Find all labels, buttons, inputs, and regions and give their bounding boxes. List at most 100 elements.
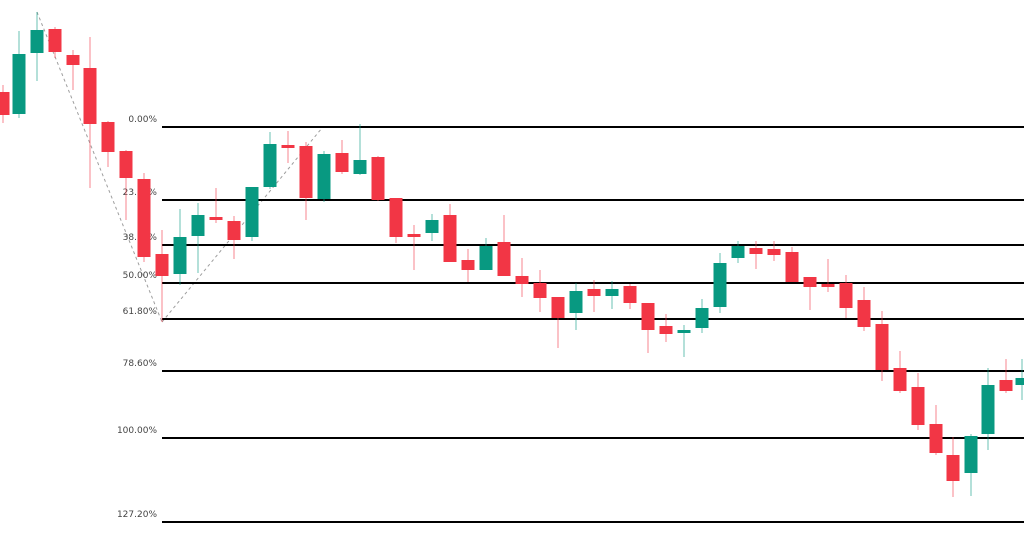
candle-body xyxy=(999,380,1013,391)
candle-body xyxy=(946,455,960,481)
candle-up xyxy=(191,203,205,273)
candle-body xyxy=(839,283,853,308)
candle-body xyxy=(335,153,349,172)
fib-level-label: 0.00% xyxy=(128,115,157,125)
candle-down xyxy=(119,150,133,220)
candle-up xyxy=(695,299,709,333)
candle-up xyxy=(12,31,26,118)
candles xyxy=(0,12,1024,497)
candle-up xyxy=(569,283,583,330)
candle-body xyxy=(0,92,10,115)
candle-down xyxy=(929,405,943,455)
candle-body xyxy=(299,146,313,198)
candle-down xyxy=(389,198,403,243)
candle-down xyxy=(999,359,1013,393)
fib-level-label: 78.60% xyxy=(123,359,158,369)
candle-up xyxy=(263,132,277,189)
fib-level-label: 50.00% xyxy=(123,271,158,281)
candle-up xyxy=(1015,359,1024,400)
candle-body xyxy=(173,237,187,274)
candle-body xyxy=(893,368,907,391)
candle-down xyxy=(48,27,62,58)
candle-body xyxy=(587,289,601,296)
candle-down xyxy=(857,287,871,331)
candle-down xyxy=(641,303,655,353)
trend-line[interactable] xyxy=(36,11,163,323)
candle-up xyxy=(317,151,331,202)
candle-body xyxy=(83,68,97,124)
candle-body xyxy=(119,151,133,178)
candle-down xyxy=(767,241,781,261)
trend-lines xyxy=(36,11,323,323)
candle-body xyxy=(137,179,151,257)
candle-body xyxy=(66,55,80,65)
candle-body xyxy=(929,424,943,453)
candle-body xyxy=(353,160,367,174)
candle-body xyxy=(1015,378,1024,385)
candle-body xyxy=(30,30,44,53)
candle-up xyxy=(677,325,691,357)
candle-body xyxy=(461,260,475,270)
candle-body xyxy=(981,385,995,434)
candle-body xyxy=(749,248,763,254)
candle-up xyxy=(479,238,493,270)
candle-body xyxy=(407,234,421,237)
candle-body xyxy=(911,387,925,425)
candle-down xyxy=(749,241,763,269)
candle-up xyxy=(353,124,367,175)
candle-body xyxy=(695,308,709,328)
candle-body xyxy=(767,249,781,255)
trend-line[interactable] xyxy=(161,127,323,323)
candle-body xyxy=(12,54,26,114)
candle-body xyxy=(533,283,547,298)
candle-body xyxy=(659,326,673,334)
candle-down xyxy=(209,188,223,223)
candle-body xyxy=(497,242,511,276)
candle-down xyxy=(839,275,853,318)
candle-up xyxy=(731,241,745,263)
candle-body xyxy=(317,154,331,199)
candle-body xyxy=(857,300,871,327)
fib-level-label: 100.00% xyxy=(117,426,157,436)
candle-body xyxy=(48,29,62,52)
candle-down xyxy=(83,37,97,188)
candle-body xyxy=(209,217,223,220)
candle-down xyxy=(0,85,10,123)
candle-down xyxy=(946,437,960,497)
candle-up xyxy=(173,209,187,285)
fibonacci-retracement[interactable]: 0.00%23.60%38.20%50.00%61.80%78.60%100.0… xyxy=(117,115,1024,523)
candle-up xyxy=(245,187,259,241)
candle-body xyxy=(155,254,169,276)
candle-down xyxy=(587,280,601,312)
candle-up xyxy=(964,434,978,496)
candle-body xyxy=(605,289,619,296)
candle-down xyxy=(785,247,799,282)
candle-body xyxy=(245,187,259,237)
candle-down xyxy=(551,297,565,348)
candle-down xyxy=(101,121,115,167)
candle-down xyxy=(875,311,889,381)
candle-down xyxy=(407,225,421,270)
candle-up xyxy=(605,281,619,309)
candle-body xyxy=(964,436,978,473)
candle-down xyxy=(66,50,80,90)
candle-down xyxy=(533,270,547,312)
candle-down xyxy=(137,173,151,262)
fib-level-label: 61.80% xyxy=(123,307,158,317)
candle-body xyxy=(227,221,241,240)
candle-down xyxy=(821,259,835,292)
candle-up xyxy=(30,12,44,81)
candle-body xyxy=(803,277,817,287)
candle-down xyxy=(371,156,385,201)
candle-down xyxy=(893,351,907,393)
candle-body xyxy=(191,215,205,236)
candle-body xyxy=(677,330,691,333)
candle-body xyxy=(281,145,295,148)
candle-body xyxy=(623,286,637,303)
candle-body xyxy=(569,291,583,313)
candle-body xyxy=(443,215,457,262)
candle-body xyxy=(875,324,889,370)
candle-body xyxy=(515,276,529,284)
candle-up xyxy=(425,214,439,241)
